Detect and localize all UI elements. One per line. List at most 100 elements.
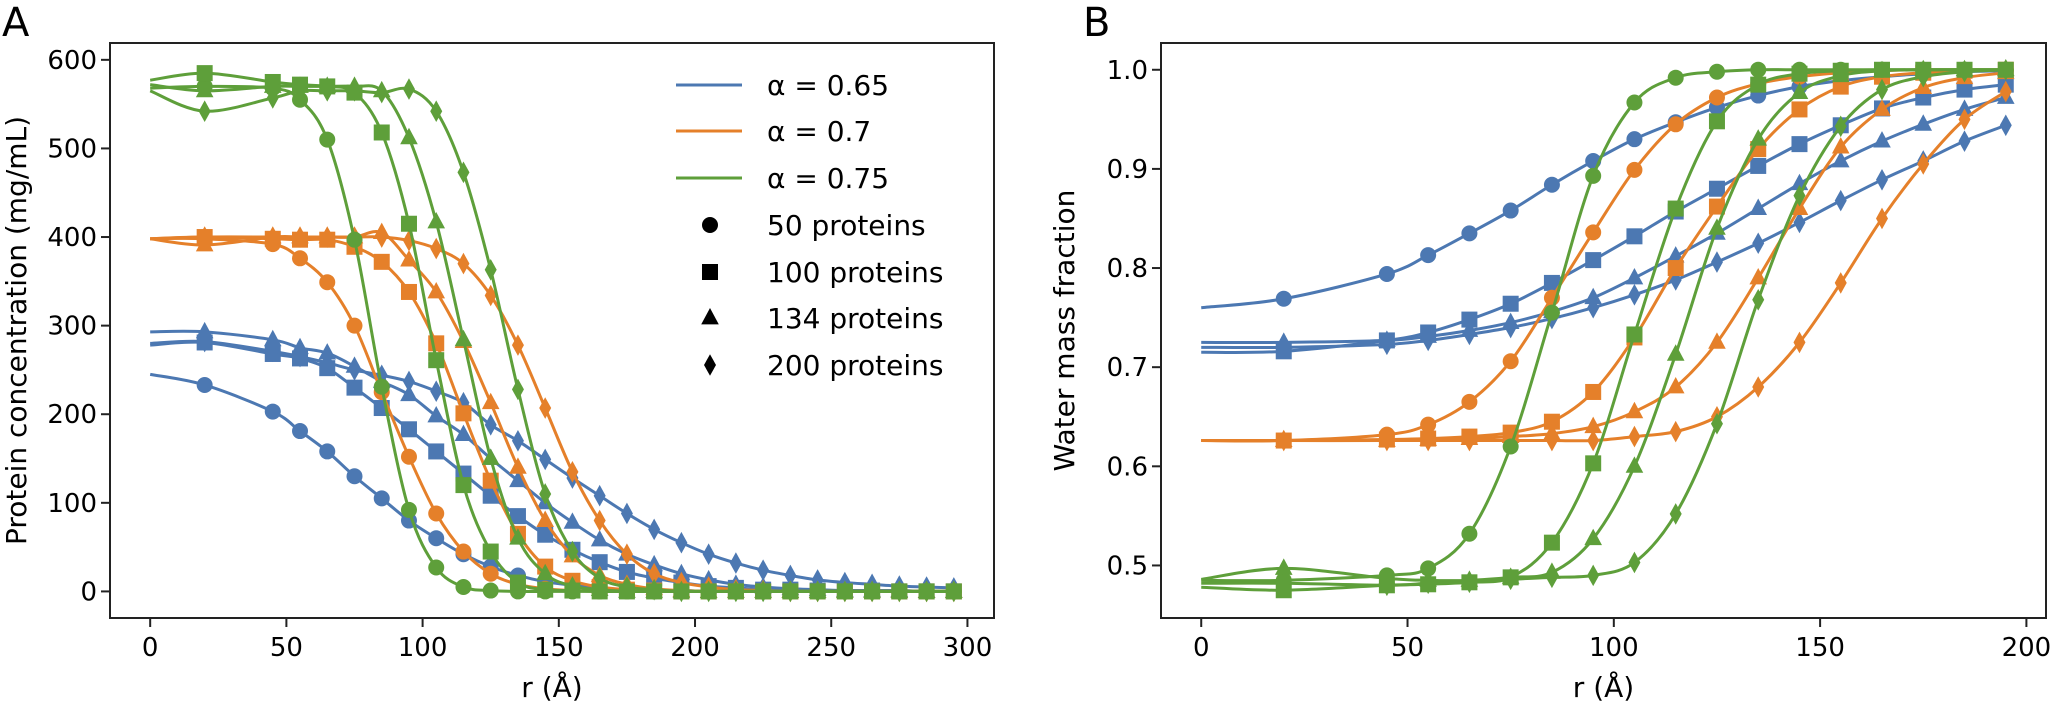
data-point-circle — [1708, 63, 1725, 80]
data-point-diamond — [1875, 169, 1888, 191]
data-point-circle — [1461, 225, 1478, 242]
data-point-circle — [482, 565, 499, 582]
y-axis-label: Protein concentration (mg/mL) — [0, 116, 33, 545]
series-alpha-0.7-100-proteins — [1201, 61, 2014, 449]
series-alpha-0.65-134-proteins — [1201, 87, 2015, 349]
data-point-triangle — [427, 281, 446, 299]
y-axis-label: Water mass fraction — [1048, 190, 1081, 472]
data-point-circle — [292, 423, 309, 440]
x-tick-label: 0 — [1193, 633, 1210, 663]
data-point-diamond — [375, 226, 388, 248]
data-point-diamond — [675, 531, 688, 554]
data-point-diamond — [920, 580, 933, 603]
x-tick-label: 50 — [1391, 633, 1424, 663]
data-point-diamond — [566, 540, 579, 563]
series-alpha-0.65-50-proteins — [149, 372, 962, 600]
data-point-square — [591, 554, 608, 571]
data-point-diamond — [511, 430, 524, 452]
data-point-diamond — [593, 484, 606, 507]
x-tick-label: 250 — [806, 633, 856, 663]
data-point-diamond — [893, 580, 906, 603]
data-point-diamond — [1669, 420, 1682, 443]
data-point-circle — [1667, 116, 1684, 133]
data-point-circle — [428, 530, 445, 547]
data-point-circle — [1502, 438, 1519, 455]
data-point-diamond — [1628, 425, 1641, 448]
data-point-square — [1543, 274, 1560, 291]
y-tick-label: 400 — [47, 223, 97, 253]
data-point-diamond — [702, 580, 715, 603]
y-tick-label: 0.8 — [1107, 254, 1148, 284]
data-point-square — [428, 443, 445, 460]
data-point-circle — [400, 448, 417, 465]
data-point-diamond — [1277, 429, 1290, 452]
data-point-circle — [346, 317, 363, 334]
data-point-triangle — [195, 321, 214, 339]
series-alpha-0.75-200-proteins — [149, 78, 960, 603]
data-point-square — [1585, 383, 1602, 400]
data-point-triangle — [400, 250, 418, 267]
data-point-triangle — [427, 211, 446, 229]
data-point-triangle — [1708, 218, 1726, 235]
series-alpha-0.65-50-proteins — [1201, 62, 2014, 310]
data-point-square — [1832, 78, 1849, 95]
data-point-triangle — [454, 329, 473, 347]
data-point-square — [1956, 81, 1973, 98]
x-tick-label: 0 — [142, 633, 159, 663]
data-point-triangle — [509, 457, 527, 474]
legend-label: α = 0.65 — [767, 69, 889, 102]
data-point-diamond — [266, 87, 279, 109]
data-point-diamond — [457, 161, 470, 184]
data-point-square — [400, 421, 417, 438]
data-point-square — [1791, 136, 1808, 153]
data-point-diamond — [1958, 60, 1971, 83]
data-point-diamond — [457, 252, 470, 275]
data-point-diamond — [784, 580, 797, 603]
data-point-diamond — [648, 578, 661, 601]
data-point-triangle — [400, 127, 418, 145]
data-point-triangle — [590, 530, 609, 547]
data-point-square — [1543, 413, 1560, 430]
legend-item-alpha: α = 0.75 — [676, 162, 889, 195]
data-point-triangle — [1914, 114, 1933, 131]
data-point-triangle — [400, 384, 418, 402]
data-point-diamond — [1628, 551, 1641, 574]
data-point-square — [1708, 113, 1725, 130]
data-point-triangle — [536, 563, 554, 581]
data-point-square — [509, 508, 526, 525]
y-tick-label: 0.7 — [1107, 353, 1148, 383]
data-point-circle — [373, 378, 390, 395]
data-point-diamond — [784, 564, 797, 587]
data-point-diamond — [294, 226, 307, 248]
data-point-diamond — [1917, 153, 1930, 175]
data-point-diamond — [1380, 429, 1393, 452]
data-point-diamond — [1834, 115, 1847, 138]
data-point-triangle — [195, 80, 214, 98]
legend-item-proteins: 200 proteins — [704, 349, 943, 382]
data-point-triangle — [563, 576, 582, 593]
data-point-diamond — [294, 345, 307, 368]
data-point-diamond — [198, 226, 211, 248]
data-point-diamond — [1669, 269, 1682, 291]
data-point-diamond — [1834, 189, 1847, 212]
data-point-diamond — [729, 580, 742, 603]
y-tick-label: 0 — [80, 577, 97, 607]
data-point-triangle — [536, 510, 554, 527]
x-axis: 0 50 100 150 200 250 300 r (Å) — [142, 618, 992, 704]
data-point-diamond — [321, 80, 334, 102]
data-point-diamond — [539, 483, 552, 505]
data-point-diamond — [402, 78, 415, 100]
data-point-diamond — [266, 340, 279, 363]
data-point-circle — [1420, 247, 1437, 264]
data-point-triangle — [263, 76, 282, 93]
data-point-diamond — [1463, 323, 1476, 346]
data-point-circle — [1378, 265, 1395, 282]
data-point-diamond — [402, 229, 415, 252]
data-point-diamond — [1545, 566, 1558, 589]
x-tick-label: 200 — [670, 633, 720, 663]
data-point-triangle — [1831, 150, 1850, 168]
data-point-diamond — [348, 80, 361, 102]
data-point-circle — [319, 274, 336, 291]
data-point-triangle — [1831, 65, 1850, 83]
